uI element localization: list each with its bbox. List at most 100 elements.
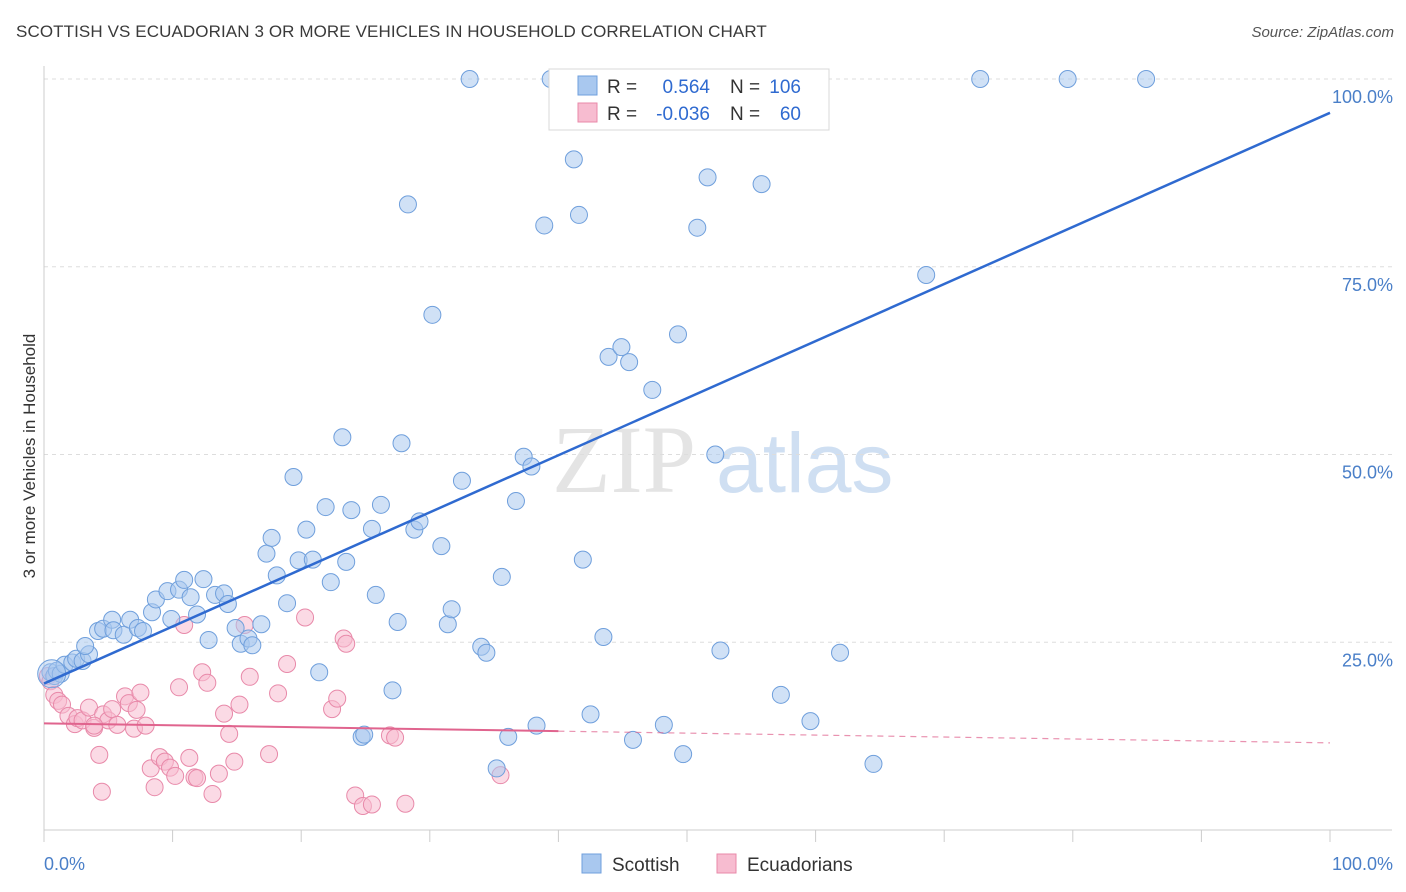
legend-r-value: 0.564: [662, 77, 710, 98]
x-tick-labels: 0.0% 100.0%: [44, 854, 1393, 874]
scottish-point: [917, 266, 936, 285]
scottish-point: [194, 570, 213, 589]
watermark: ZIP atlas: [552, 406, 893, 513]
scottish-point: [432, 537, 451, 556]
scottish-point: [175, 570, 194, 589]
scottish-point: [181, 588, 200, 607]
ecuadorian-trend-line: [43, 722, 559, 733]
scottish-point: [460, 70, 479, 88]
scottish-point: [452, 471, 471, 490]
scottish-point: [383, 681, 402, 700]
legend-n-label: N =: [730, 77, 760, 98]
scottish-point: [37, 659, 67, 689]
ecuadorian-point: [215, 704, 234, 723]
x-tick-label: 100.0%: [1332, 854, 1393, 874]
ecuadorian-point: [296, 608, 315, 627]
ecuadorian-point: [337, 634, 356, 653]
x-tick-label: 0.0%: [44, 854, 85, 874]
watermark-zip: ZIP: [552, 406, 696, 513]
y-tick-label: 75.0%: [1342, 275, 1393, 295]
ecuadorian-point: [170, 678, 189, 697]
ecuadorian-point: [188, 769, 207, 788]
scottish-point: [506, 492, 525, 511]
ecuadorian-point: [127, 700, 146, 719]
legend-n-label: N =: [730, 104, 760, 125]
ecuadorian-point: [90, 745, 109, 764]
scottish-point: [688, 218, 707, 237]
bottom-legend-label-scottish: Scottish: [612, 855, 680, 876]
ecuadorian-point: [362, 795, 381, 814]
scottish-point: [337, 552, 356, 571]
ecuadorian-point: [225, 752, 244, 771]
y-tick-labels: 25.0% 50.0% 75.0% 100.0%: [1332, 87, 1393, 670]
scottish-point: [355, 725, 374, 744]
scottish-point: [623, 730, 642, 749]
ecuadorian-point: [131, 683, 150, 702]
scottish-point: [668, 325, 687, 344]
scottish-point: [594, 627, 613, 646]
scottish-point: [573, 550, 592, 569]
ecuadorian-point: [278, 655, 297, 674]
trend-lines: [43, 111, 1331, 744]
y-tick-label: 25.0%: [1342, 650, 1393, 670]
y-tick-label: 50.0%: [1342, 463, 1393, 483]
bottom-legend-label-ecuadorian: Ecuadorians: [747, 855, 853, 876]
ecuadorian-trend-extension: [558, 730, 1331, 744]
scottish-point: [199, 630, 218, 649]
scottish-point: [321, 573, 340, 592]
bottom-legend-swatch-ecuadorian: [716, 853, 737, 874]
legend-n-value: 60: [780, 104, 801, 125]
scottish-point: [801, 712, 820, 731]
scottish-point: [711, 641, 730, 660]
legend-r-label: R =: [607, 77, 637, 98]
ecuadorian-point: [198, 673, 217, 692]
scottish-point: [392, 434, 411, 453]
scottish-point: [1058, 70, 1077, 88]
ecuadorian-point: [328, 689, 347, 708]
legend: R = 0.564 N = 106 R = -0.036 N = 60: [548, 68, 830, 131]
ecuadorian-point: [166, 766, 185, 785]
scottish-point: [371, 495, 390, 514]
watermark-atlas: atlas: [716, 416, 893, 510]
scottish-point: [643, 380, 662, 399]
scottish-point: [612, 338, 631, 357]
bottom-legend-swatch-scottish: [581, 853, 602, 874]
bottom-legend: Scottish Ecuadorians: [581, 853, 853, 876]
y-axis-label: 3 or more Vehicles in Household: [20, 334, 39, 579]
ecuadorian-point: [180, 748, 199, 767]
scottish-point: [487, 759, 506, 778]
scottish-point: [864, 754, 883, 773]
scottish-point: [706, 445, 725, 464]
legend-n-value: 106: [769, 77, 801, 98]
scottish-point: [752, 175, 771, 194]
scottish-point: [398, 195, 417, 214]
chart-title: SCOTTISH VS ECUADORIAN 3 OR MORE VEHICLE…: [16, 22, 767, 41]
scottish-point: [1137, 70, 1156, 88]
ecuadorian-point: [203, 784, 222, 803]
legend-swatch-scottish: [577, 75, 598, 96]
scottish-point: [278, 594, 297, 613]
scottish-point: [698, 168, 717, 187]
scottish-point: [388, 612, 407, 631]
scottish-point: [492, 567, 511, 586]
scottish-point: [243, 636, 262, 655]
ecuadorian-point: [85, 716, 104, 735]
ecuadorian-point: [230, 695, 249, 714]
scottish-point: [366, 585, 385, 604]
scottish-point: [535, 216, 554, 235]
scottish-point: [310, 663, 329, 682]
axes: [43, 66, 1392, 842]
scottish-point: [477, 643, 496, 662]
scottish-point: [342, 501, 361, 520]
scottish-point: [674, 745, 693, 764]
legend-swatch-ecuadorian: [577, 102, 598, 123]
ecuadorian-point: [386, 728, 405, 747]
ecuadorian-point: [396, 794, 415, 813]
scottish-point: [564, 150, 583, 169]
scottish-point: [581, 705, 600, 724]
ecuadorian-point: [209, 764, 228, 783]
ecuadorian-point: [260, 745, 279, 764]
scottish-point: [297, 520, 316, 539]
scottish-point: [620, 353, 639, 372]
